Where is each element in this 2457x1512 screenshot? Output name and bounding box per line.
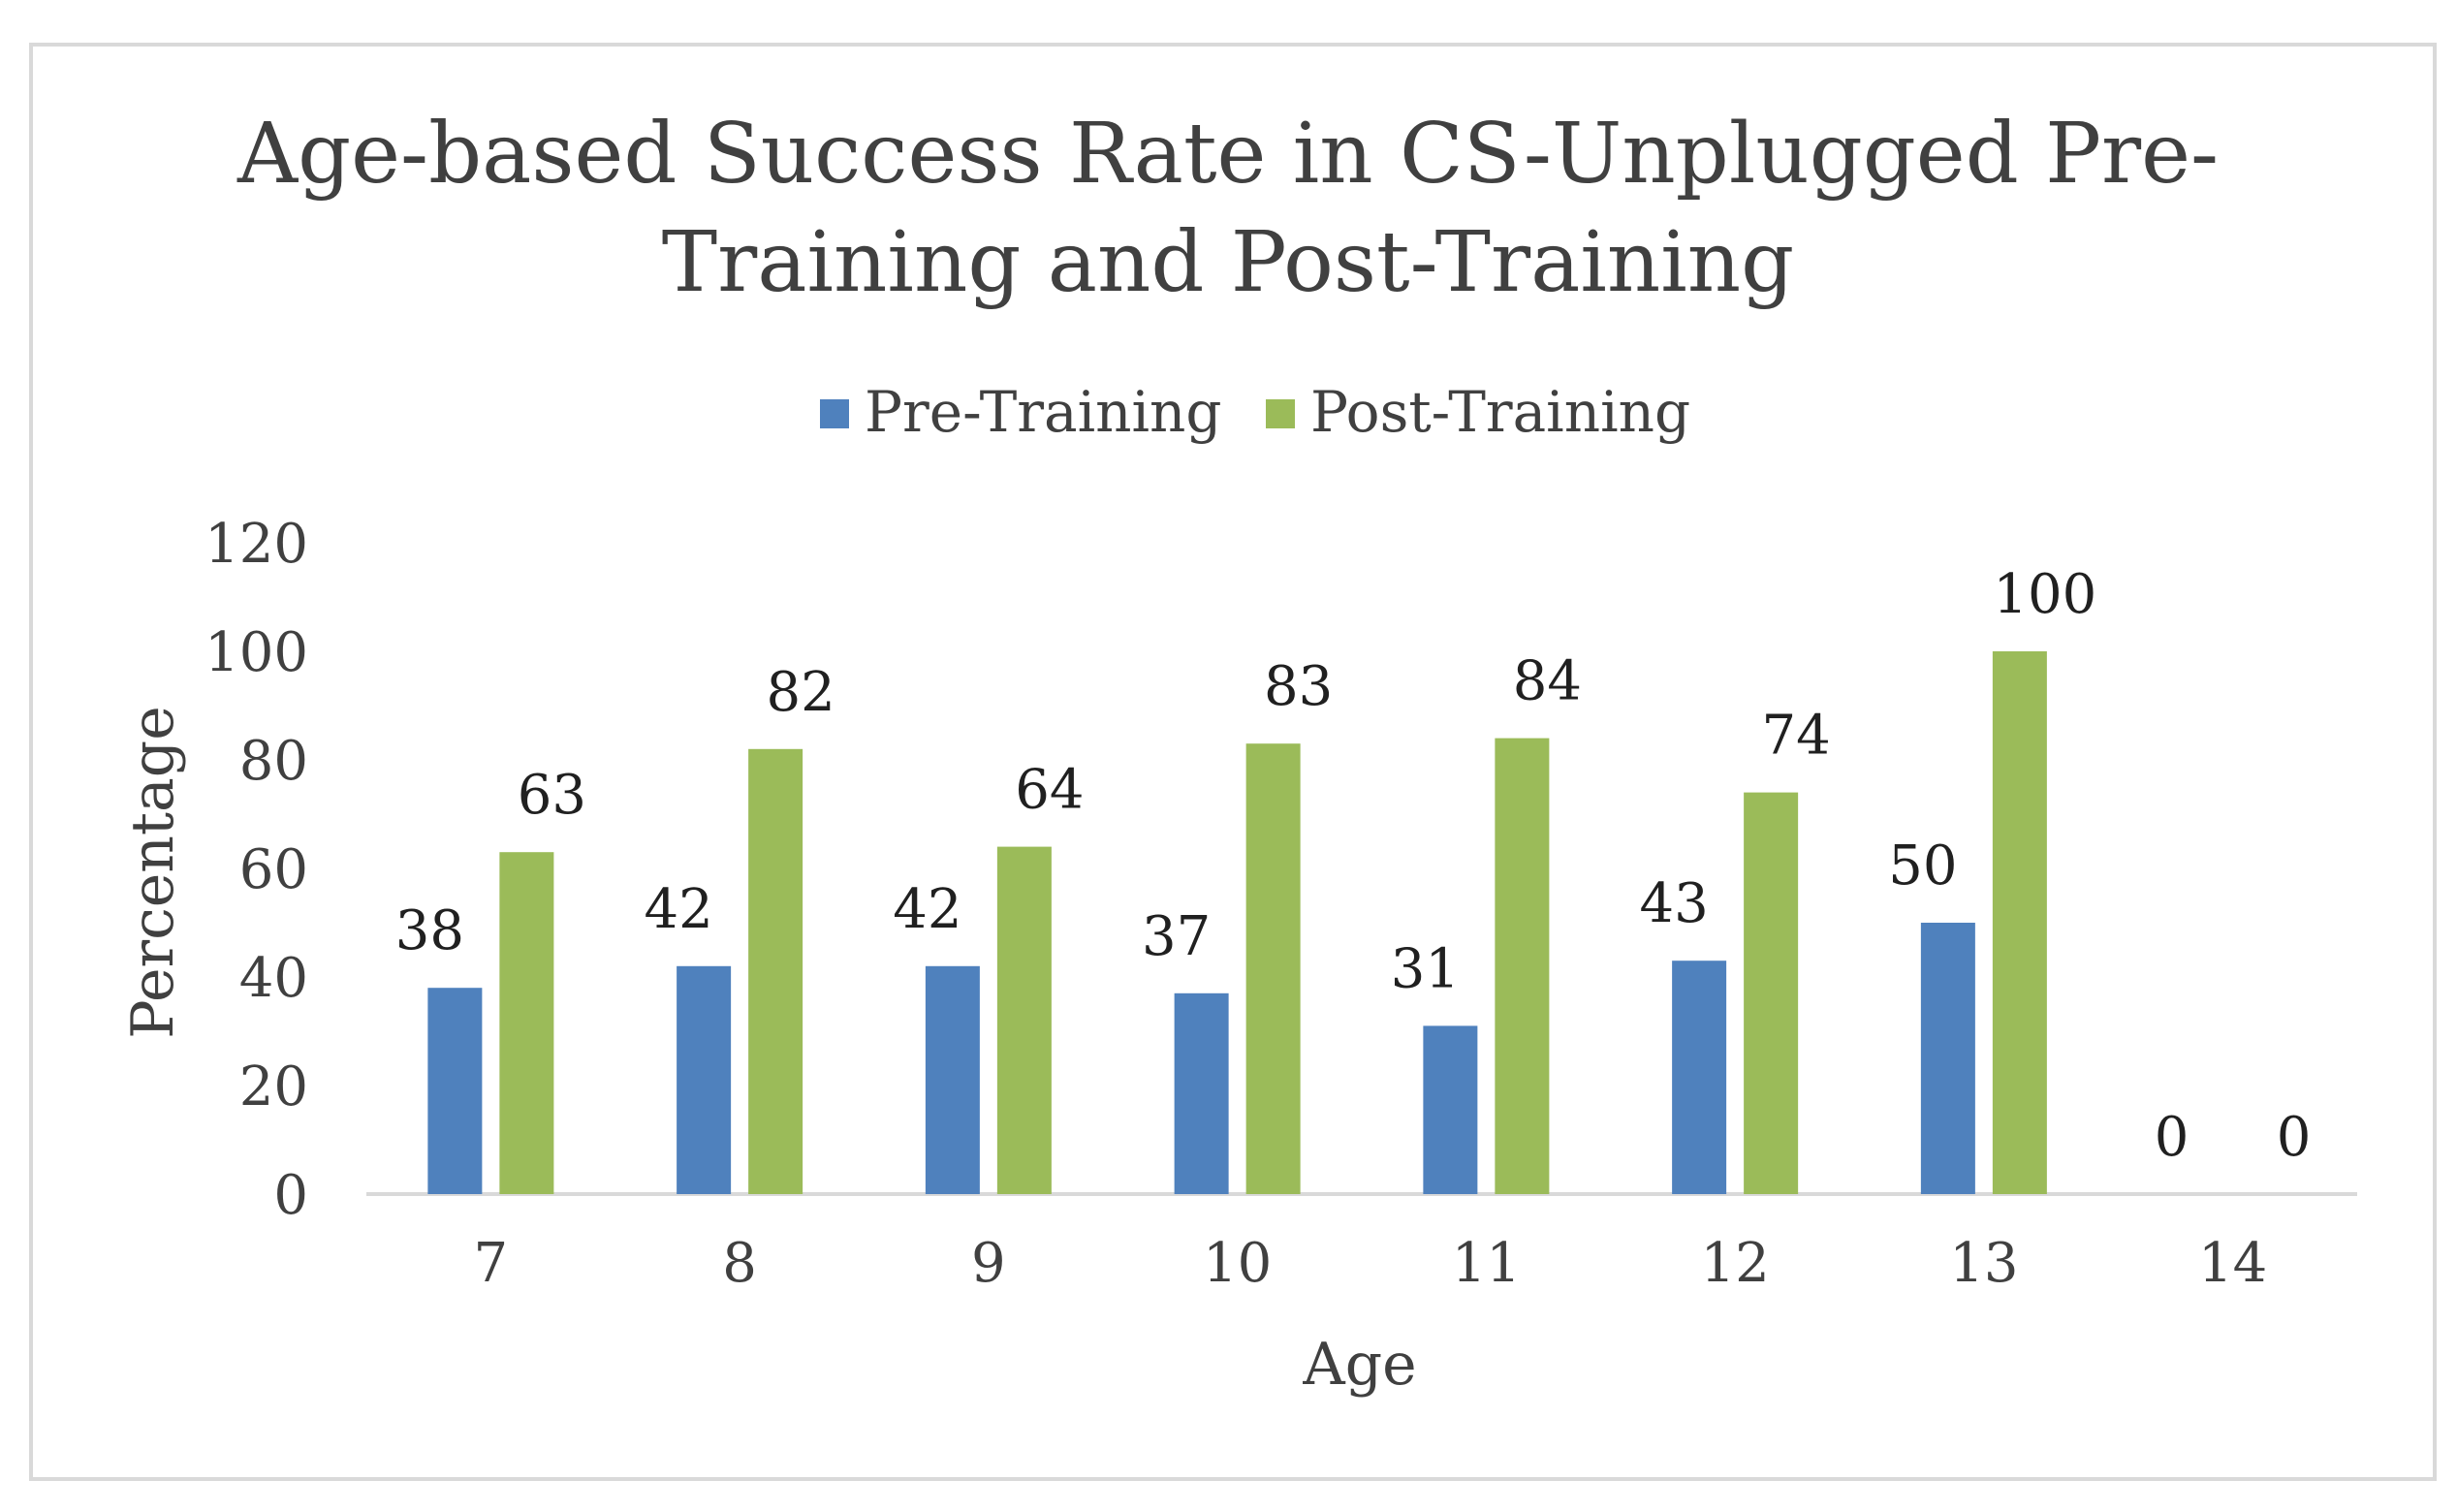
data-label-post-training-age-13: 100 [1993,563,2096,626]
legend: Pre-Training Post-Training [820,379,1690,445]
data-label-post-training-age-14: 0 [2277,1106,2312,1169]
bar-pre-training-age-7 [427,988,483,1194]
y-tick-label-100: 100 [205,621,308,684]
bar-post-training-age-11 [1495,738,1550,1194]
y-tick-label-20: 20 [239,1055,308,1118]
chart-title-line-1: Age-based Success Rate in CS-Unplugged P… [236,106,2219,203]
y-tick-label-60: 60 [239,838,308,901]
bar-pre-training-age-11 [1423,1025,1478,1194]
bar-pre-training-age-8 [677,965,732,1194]
plot-area: 0204060801001203863742828426493783103184… [205,513,2357,1295]
legend-label-pre-training: Pre-Training [865,379,1222,445]
y-axis-title: Percentage [119,706,187,1038]
data-label-post-training-age-9: 64 [1015,759,1084,822]
data-label-pre-training-age-7: 38 [395,899,464,962]
bar-post-training-age-9 [996,846,1052,1194]
y-tick-label-40: 40 [239,947,308,1010]
data-label-post-training-age-11: 84 [1513,650,1582,713]
bar-pre-training-age-12 [1672,961,1727,1194]
x-tick-label-9: 9 [971,1232,1006,1295]
x-tick-label-8: 8 [722,1232,757,1295]
x-tick-label-11: 11 [1452,1232,1521,1295]
bar-pre-training-age-10 [1174,992,1229,1194]
data-label-post-training-age-7: 63 [518,764,586,827]
x-tick-label-13: 13 [1949,1232,2018,1295]
data-label-pre-training-age-12: 43 [1639,872,1708,935]
data-label-pre-training-age-8: 42 [644,878,712,941]
y-tick-label-80: 80 [239,730,308,793]
data-label-post-training-age-8: 82 [766,661,835,724]
data-label-pre-training-age-14: 0 [2155,1106,2189,1169]
data-label-pre-training-age-9: 42 [893,878,961,941]
y-tick-label-120: 120 [205,513,308,576]
bar-pre-training-age-9 [925,965,980,1194]
data-label-pre-training-age-10: 37 [1142,905,1211,968]
data-label-post-training-age-12: 74 [1761,705,1830,768]
x-tick-label-10: 10 [1203,1232,1272,1295]
y-tick-label-0: 0 [273,1164,308,1227]
bar-post-training-age-13 [1992,651,2047,1194]
bar-post-training-age-12 [1744,792,1799,1194]
bar-post-training-age-7 [499,852,554,1194]
x-tick-label-14: 14 [2198,1232,2267,1295]
x-tick-label-12: 12 [1700,1232,1769,1295]
bar-pre-training-age-13 [1920,923,1975,1194]
legend-swatch-pre-training [820,399,849,428]
x-tick-label-7: 7 [474,1232,509,1295]
legend-swatch-post-training [1266,399,1295,428]
bar-post-training-age-8 [748,748,803,1194]
data-label-post-training-age-10: 83 [1264,655,1333,718]
x-axis-title: Age [1302,1331,1416,1399]
data-label-pre-training-age-13: 50 [1888,835,1957,898]
bar-post-training-age-10 [1245,743,1301,1194]
chart-title-line-2: Training and Post-Training [662,214,1794,311]
legend-label-post-training: Post-Training [1310,379,1690,445]
data-label-pre-training-age-11: 31 [1391,937,1460,1000]
